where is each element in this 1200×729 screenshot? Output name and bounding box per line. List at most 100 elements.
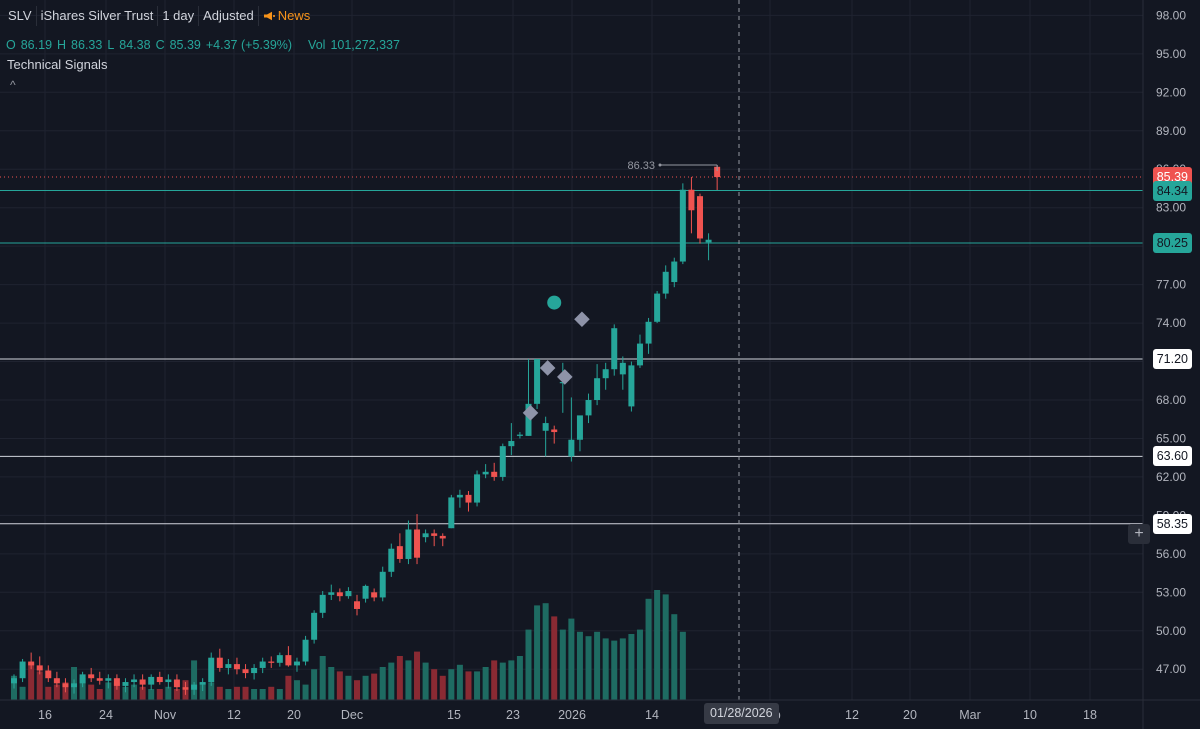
symbol-header: SLV iShares Silver Trust 1 day Adjusted … <box>4 6 314 26</box>
candle-body <box>705 239 712 243</box>
volume-bar <box>53 684 60 700</box>
volume-bars <box>11 590 686 700</box>
change-value: +4.37 (+5.39%) <box>205 38 293 52</box>
volume-bar <box>302 684 309 700</box>
volume-bar <box>422 662 429 700</box>
y-tick-label: 56.00 <box>1156 547 1186 561</box>
volume-label: Vol <box>308 38 326 52</box>
volume-bar <box>216 686 223 700</box>
y-tick-label: 92.00 <box>1156 85 1186 99</box>
volume-bar <box>636 629 643 700</box>
candle-body <box>576 415 583 440</box>
candle-body <box>319 594 326 613</box>
y-tick-label: 95.00 <box>1156 47 1186 61</box>
candle-body <box>302 639 309 662</box>
candle-body <box>336 592 343 597</box>
news-button[interactable]: News <box>259 6 315 26</box>
candle-body <box>182 687 189 690</box>
volume-bar <box>474 671 481 700</box>
volume-bar <box>671 614 678 700</box>
candle-body <box>96 678 103 681</box>
candle-body <box>19 661 26 679</box>
volume-bar <box>559 629 566 700</box>
adjustment-label[interactable]: Adjusted <box>199 6 259 26</box>
price-tag-l5: 58.35 <box>1152 513 1192 534</box>
volume-bar <box>225 689 232 700</box>
high-marker-dot <box>658 163 662 167</box>
y-tick-label: 83.00 <box>1156 201 1186 215</box>
indicator-label[interactable]: Technical Signals <box>7 57 108 72</box>
volume-bar <box>448 669 455 700</box>
x-tick-label: 20 <box>287 708 301 722</box>
candle-body <box>628 365 635 407</box>
volume-bar <box>645 598 652 700</box>
add-level-button[interactable]: + <box>1128 524 1150 544</box>
chevron-up-icon[interactable]: ^ <box>10 78 16 92</box>
interval-label[interactable]: 1 day <box>158 6 200 26</box>
candle-body <box>88 674 95 679</box>
candle-body <box>568 439 575 457</box>
x-tick-label: 16 <box>38 708 52 722</box>
candle-body <box>619 362 626 375</box>
x-tick-label: 10 <box>1023 708 1037 722</box>
candle-body <box>585 400 592 416</box>
candle-body <box>71 683 78 688</box>
candle-body <box>388 548 395 572</box>
candle-body <box>448 497 455 529</box>
candle-body <box>645 321 652 344</box>
x-tick-label: Dec <box>341 708 363 722</box>
x-tick-label: Nov <box>154 708 177 722</box>
volume-bar <box>191 660 198 700</box>
candle-body <box>11 678 17 684</box>
symbol-ticker[interactable]: SLV <box>4 6 37 26</box>
volume-bar <box>276 689 283 700</box>
volume-bar <box>165 686 172 700</box>
volume-bar <box>354 680 360 700</box>
candle-body <box>431 533 438 536</box>
volume-bar <box>654 590 661 700</box>
candle-body <box>465 494 472 503</box>
candle-body <box>285 655 292 666</box>
volume-bar <box>113 682 120 700</box>
volume-bar <box>388 662 395 700</box>
candle-body <box>259 661 266 668</box>
candle-body <box>113 678 120 686</box>
volume-bar <box>576 631 583 700</box>
candle-body <box>354 601 360 609</box>
candle-body <box>105 678 112 681</box>
price-tag-l1: 84.34 <box>1152 180 1192 201</box>
volume-bar <box>439 675 446 700</box>
candle-body <box>139 679 146 685</box>
candle-body <box>276 655 283 663</box>
news-label: News <box>277 8 311 23</box>
candle-body <box>79 674 86 684</box>
volume-bar <box>336 671 343 700</box>
candle-body <box>328 592 335 595</box>
volume-bar <box>371 673 378 700</box>
y-tick-label: 74.00 <box>1156 316 1186 330</box>
volume-bar <box>96 689 103 700</box>
candle-body <box>225 664 232 668</box>
price-tag-l3: 71.20 <box>1152 348 1192 369</box>
candle-body <box>542 423 549 431</box>
candle-body <box>516 434 523 436</box>
candle-body <box>662 271 669 294</box>
candle-body <box>345 591 352 597</box>
volume-bar <box>568 618 575 700</box>
volume-bar <box>628 634 635 700</box>
close-value: 85.39 <box>169 38 201 52</box>
volume-bar <box>594 631 601 700</box>
volume-bar <box>242 686 249 700</box>
candle-body <box>216 657 223 668</box>
candle-body <box>62 683 69 688</box>
y-tick-label: 77.00 <box>1156 278 1186 292</box>
crosshair-date-label: 01/28/2026 <box>704 703 779 724</box>
volume-bar <box>396 656 403 700</box>
volume-bar <box>602 638 609 700</box>
signal-diamond <box>557 369 573 385</box>
symbol-name[interactable]: iShares Silver Trust <box>37 6 159 26</box>
volume-bar <box>88 684 95 700</box>
y-tick-label: 98.00 <box>1156 8 1186 22</box>
